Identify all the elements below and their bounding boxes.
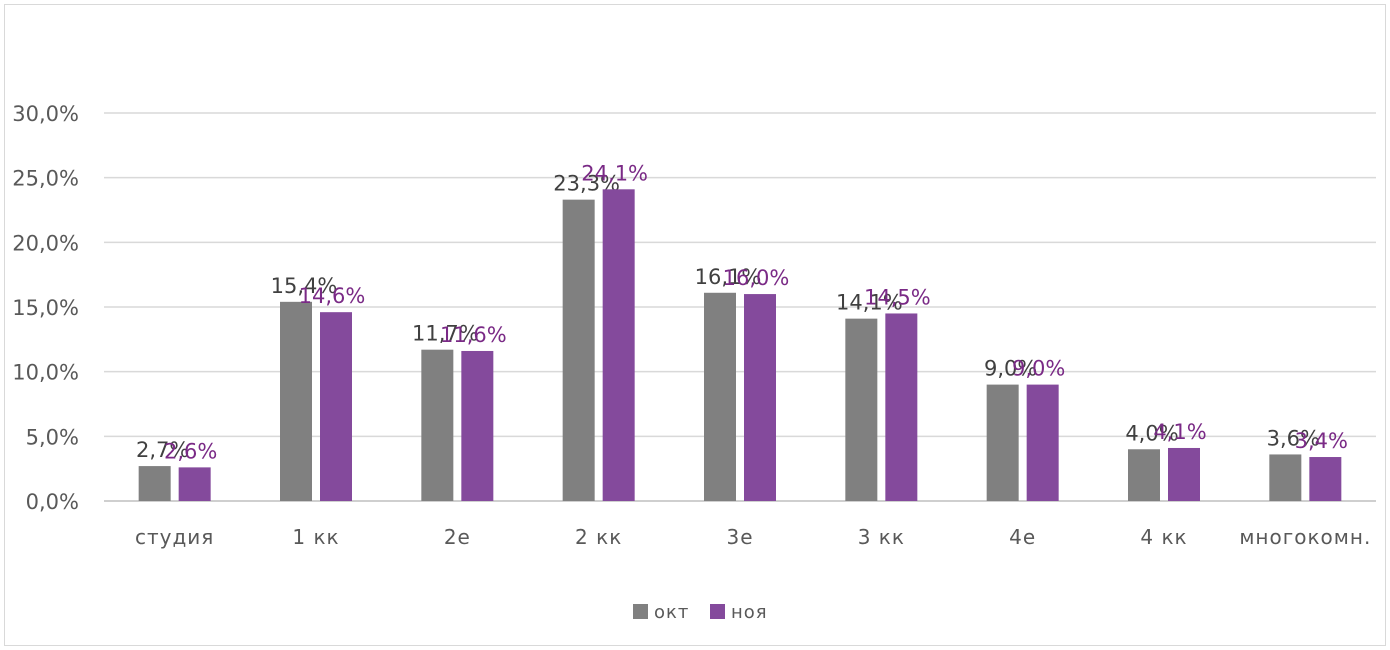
bar-okt	[1269, 454, 1302, 501]
x-tick-label: 4е	[1009, 525, 1036, 549]
bar-noya	[461, 350, 494, 501]
data-label-noya: 24,1%	[581, 161, 648, 185]
legend-label-noya: ноя	[731, 602, 768, 623]
data-label-okt: 2,7%	[136, 438, 189, 462]
data-label-noya: 14,5%	[864, 285, 931, 309]
legend-swatch-okt	[633, 604, 648, 619]
bar-noya	[602, 189, 635, 501]
x-tick-label: многокомн.	[1239, 525, 1371, 549]
x-tick-label: 2е	[444, 525, 471, 549]
data-label-noya: 11,6%	[440, 323, 507, 347]
bar-noya	[178, 467, 211, 501]
y-tick-label: 15,0%	[12, 296, 79, 320]
data-label-okt: 3,6%	[1267, 426, 1320, 450]
x-tick-label: 3 кк	[858, 525, 905, 549]
y-tick-label: 30,0%	[12, 102, 79, 126]
bar-noya	[885, 313, 918, 501]
data-label-okt: 16,1%	[695, 265, 762, 289]
x-tick-label: 3е	[726, 525, 753, 549]
bar-noya	[1168, 447, 1200, 501]
bar-okt	[986, 384, 1019, 501]
legend-label-okt: окт	[654, 602, 689, 623]
bar-okt	[138, 466, 171, 501]
x-tick-label: 2 кк	[575, 525, 622, 549]
bar-okt	[562, 199, 595, 502]
bar-okt	[845, 318, 878, 501]
y-tick-label: 0,0%	[26, 490, 79, 514]
data-label-okt: 15,4%	[271, 274, 338, 298]
legend-swatch-noya	[710, 604, 725, 619]
x-tick-label: студия	[135, 525, 214, 549]
y-tick-label: 10,0%	[12, 361, 79, 385]
data-label-noya: 2,6%	[164, 439, 217, 463]
bar-noya	[744, 294, 776, 501]
bar-okt	[704, 292, 736, 501]
x-tick-label: 1 кк	[292, 525, 339, 549]
y-tick-label: 5,0%	[26, 425, 79, 449]
bar-okt	[421, 349, 454, 501]
bar-okt	[280, 301, 312, 501]
bar-noya	[1026, 384, 1059, 501]
x-tick-label: 4 кк	[1140, 525, 1187, 549]
data-label-noya: 4,1%	[1153, 420, 1206, 444]
bar-noya	[320, 312, 352, 501]
bar-okt	[1128, 449, 1160, 501]
data-label-okt: 9,0%	[984, 357, 1037, 381]
data-label-okt: 4,0%	[1125, 421, 1178, 445]
bar-noya	[1309, 457, 1342, 501]
data-label-okt: 14,1%	[836, 291, 903, 315]
data-label-okt: 11,7%	[412, 322, 479, 346]
y-tick-label: 20,0%	[12, 231, 79, 255]
data-label-noya: 9,0%	[1012, 357, 1065, 381]
chart-frame	[4, 4, 1386, 646]
data-label-noya: 16,0%	[723, 266, 790, 290]
data-label-noya: 3,4%	[1295, 429, 1348, 453]
y-tick-label: 25,0%	[12, 167, 79, 191]
data-label-noya: 14,6%	[299, 284, 366, 308]
